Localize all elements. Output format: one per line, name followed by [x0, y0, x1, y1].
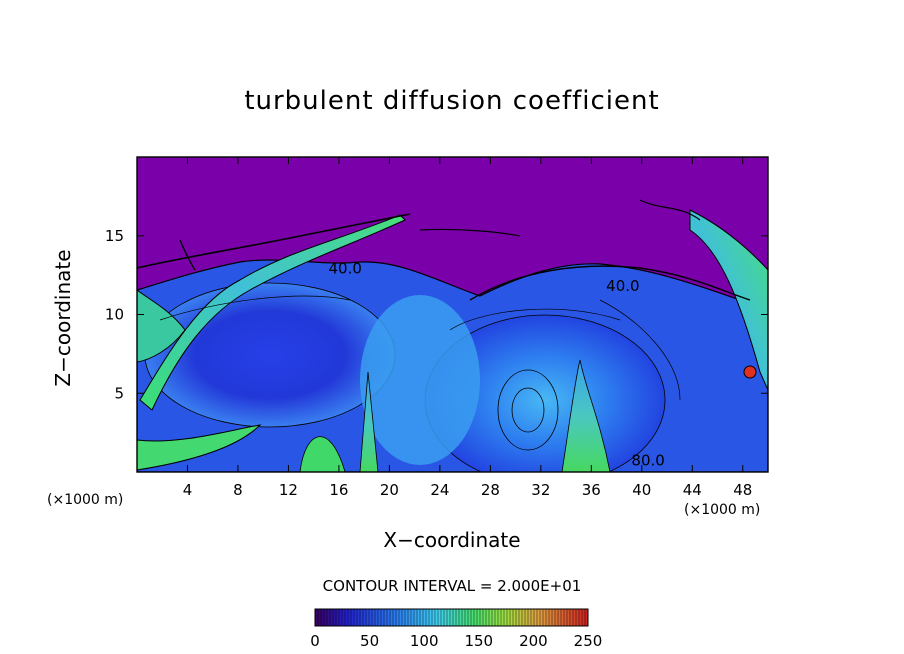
central-updraft-region: [359, 371, 379, 472]
x-tick-label-1: 8: [233, 481, 243, 499]
contour-label-0: 40.0: [329, 260, 362, 278]
x-unit-label-left: (×1000 m): [47, 492, 124, 508]
left-shear-band-region: [139, 214, 406, 411]
chart-title: turbulent diffusion coefficient: [244, 86, 660, 116]
colorbar-tick-label-0: 0: [310, 632, 320, 650]
colorbar-tick-label-5: 250: [574, 632, 603, 650]
y-ticks: 5 10 15: [105, 227, 768, 402]
colorbar-frame: [314, 608, 589, 627]
contour-label-1: 40.0: [606, 277, 639, 295]
x-tick-label-7: 32: [531, 481, 550, 499]
x-tick-label-2: 12: [279, 481, 298, 499]
contour-interval-label: CONTOUR INTERVAL = 2.000E+01: [322, 577, 582, 595]
colorbar: [314, 608, 589, 627]
x-tick-label-8: 36: [582, 481, 601, 499]
colorbar-stripes: [314, 609, 586, 626]
right-edge-band-region: [689, 209, 768, 391]
left-updraft-region: [299, 436, 346, 472]
x-tick-label-10: 44: [683, 481, 702, 499]
colorbar-tick-label-2: 100: [410, 632, 439, 650]
x-tick-label-5: 24: [430, 481, 449, 499]
peak-spot: [743, 365, 757, 379]
y-tick-label-0: 5: [114, 384, 124, 402]
colorbar-tick-label-1: 50: [360, 632, 379, 650]
right-updraft-region: [561, 359, 611, 472]
colorbar-fill: [315, 609, 588, 626]
x-unit-label-right: (×1000 m): [684, 502, 761, 518]
x-tick-label-9: 40: [632, 481, 651, 499]
x-tick-label-3: 16: [329, 481, 348, 499]
colorbar-ticks: 0 50 100 150 200 250: [310, 632, 602, 650]
contour-label-2: 80.0: [631, 452, 664, 470]
mid-swirl-region: [360, 295, 480, 465]
x-axis-label: X−coordinate: [383, 528, 521, 552]
y-tick-label-2: 15: [105, 227, 124, 245]
x-tick-label-4: 20: [380, 481, 399, 499]
colorbar-tick-label-4: 200: [519, 632, 548, 650]
colorbar-tick-label-3: 150: [464, 632, 493, 650]
contour-labels: 40.0 40.0 80.0: [329, 260, 665, 470]
field-layer: [137, 157, 768, 472]
x-tick-label-6: 28: [481, 481, 500, 499]
x-ticks: 4 8 12 16 20 24 28 32 36 40 44 48: [183, 157, 752, 499]
x-tick-label-11: 48: [733, 481, 752, 499]
y-tick-label-1: 10: [105, 306, 124, 324]
x-tick-label-0: 4: [183, 481, 193, 499]
